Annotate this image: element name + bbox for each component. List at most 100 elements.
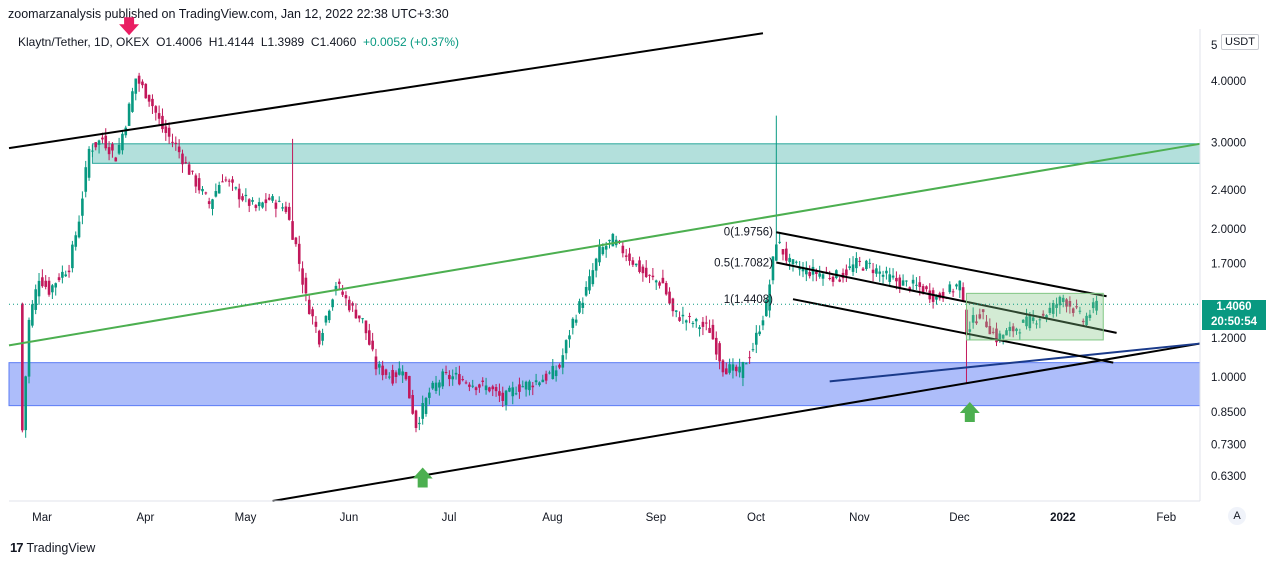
- candle-body: [184, 162, 188, 164]
- candle-body: [541, 379, 545, 383]
- markers-layer: [119, 17, 980, 488]
- candle-body: [408, 375, 411, 399]
- candle-body: [744, 363, 748, 365]
- candle-body: [775, 244, 778, 261]
- candle-body: [551, 365, 555, 380]
- candle-body: [768, 284, 771, 311]
- candle-body: [958, 280, 962, 291]
- price-axis[interactable]: 4.0000 3.0000 2.4000 2.0000 1.7000 1.2000 1.00…: [1199, 29, 1246, 501]
- symbol-legend: Klaytn/Tether, 1D, OKEX O1.4006 H1.4144 …: [18, 35, 459, 49]
- currency-label[interactable]: USDT: [1221, 34, 1259, 50]
- candle-body: [818, 273, 821, 277]
- candle-body: [71, 244, 74, 269]
- candle-body: [971, 315, 975, 323]
- candle-body: [901, 280, 905, 286]
- candle-body: [731, 364, 735, 371]
- candle-body: [244, 194, 248, 197]
- candle-body: [21, 303, 24, 431]
- candle-body: [434, 382, 438, 391]
- candle-body: [124, 127, 128, 136]
- candle-body: [131, 91, 134, 112]
- candle-body: [805, 267, 808, 275]
- candle-body: [81, 198, 84, 216]
- auto-scale-button[interactable]: A: [1228, 507, 1246, 525]
- candle-body: [845, 269, 848, 276]
- fib-level-label: 1(1.4408): [724, 294, 773, 306]
- candle-body: [127, 103, 131, 126]
- candle-body: [734, 366, 738, 372]
- candle-body: [978, 314, 982, 319]
- candle-body: [51, 285, 54, 293]
- candle-body: [1055, 304, 1058, 308]
- candle-body: [388, 376, 391, 378]
- candle-body: [134, 78, 138, 94]
- candle-body: [561, 355, 565, 368]
- candle-body: [87, 148, 91, 178]
- candles-layer: [21, 72, 1098, 438]
- candle-body: [351, 303, 354, 306]
- support-zone: [8, 362, 1201, 407]
- candle-body: [101, 137, 104, 140]
- candle-body: [631, 260, 635, 265]
- candle-body: [411, 395, 414, 414]
- candle-body: [241, 196, 244, 201]
- candle-body: [558, 364, 561, 368]
- candle-body: [491, 386, 495, 390]
- candle-body: [357, 315, 361, 319]
- candle-body: [144, 83, 148, 99]
- candle-body: [955, 284, 958, 287]
- candle-body: [221, 181, 224, 183]
- candle-body: [504, 390, 508, 405]
- descending-mid-line: [776, 261, 1117, 334]
- candle-body: [187, 164, 191, 175]
- candle-body: [471, 385, 475, 387]
- candle-body: [498, 391, 501, 396]
- candle-body: [381, 365, 384, 376]
- time-tick-label: Nov: [849, 512, 870, 524]
- candle-body: [895, 277, 898, 282]
- candle-body: [354, 309, 358, 319]
- price-tick-label: 5: [1211, 40, 1217, 52]
- candle-body: [975, 321, 978, 324]
- price-tick-label: 3.0000: [1211, 137, 1246, 149]
- candle-body: [701, 321, 705, 327]
- candle-body: [654, 280, 658, 283]
- candle-body: [771, 256, 775, 281]
- candle-body: [828, 278, 831, 280]
- candle-body: [578, 301, 581, 313]
- candle-body: [1065, 299, 1068, 307]
- candle-body: [521, 386, 525, 388]
- candle-body: [1075, 306, 1078, 308]
- candle-body: [1081, 320, 1085, 323]
- candle-body: [935, 296, 938, 300]
- candle-body: [361, 318, 364, 320]
- candle-body: [204, 192, 208, 194]
- candle-body: [1025, 316, 1028, 327]
- time-tick-label: 2022: [1050, 512, 1076, 524]
- candle-body: [991, 331, 995, 333]
- candle-body: [871, 269, 875, 274]
- candle-body: [741, 362, 745, 378]
- time-axis[interactable]: Mar Apr May Jun Jul Aug Sep Oct Nov Dec 2022 Feb: [9, 500, 1200, 524]
- symbol-name[interactable]: Klaytn/Tether, 1D, OKEX: [18, 35, 150, 49]
- candle-body: [548, 372, 551, 374]
- candle-body: [568, 335, 571, 340]
- candle-body: [327, 310, 331, 321]
- fib-retracement: 0(1.9756) 0.5(1.7082) 1(1.4408): [714, 227, 773, 306]
- candle-body: [931, 290, 935, 302]
- candle-body: [251, 199, 254, 202]
- publisher-line: zoomarzanalysis published on TradingView…: [8, 7, 449, 21]
- candle-body: [311, 309, 314, 317]
- candle-body: [44, 280, 47, 287]
- time-tick-label: Apr: [136, 512, 154, 524]
- candle-body: [267, 197, 271, 200]
- candle-body: [681, 314, 685, 317]
- candle-body: [468, 384, 471, 387]
- plot-area[interactable]: [9, 29, 1200, 501]
- candle-body: [724, 368, 728, 375]
- candle-body: [985, 321, 988, 328]
- footer-brand[interactable]: 17 TradingView: [10, 540, 95, 555]
- candle-body: [795, 261, 798, 263]
- candle-body: [458, 374, 461, 385]
